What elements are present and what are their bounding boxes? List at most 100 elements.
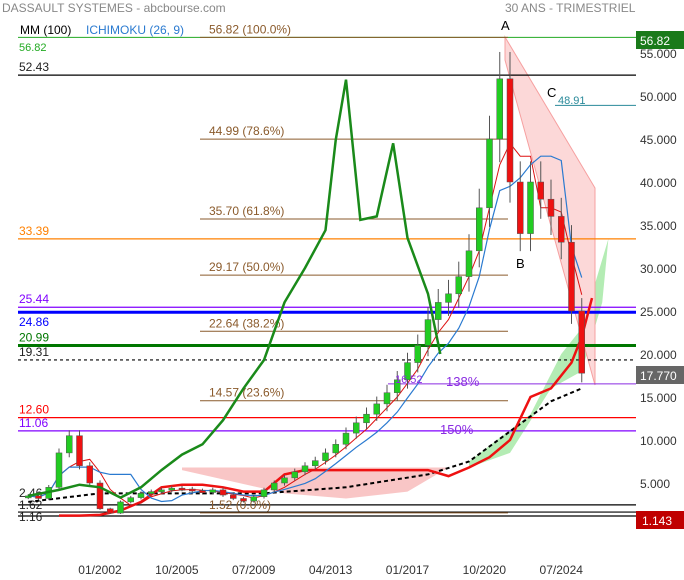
svg-text:1.143: 1.143: [642, 514, 672, 528]
x-tick-label: 01/2017: [386, 563, 430, 577]
ichimoku-senkou-line: [59, 297, 594, 517]
level-label-25.44: 25.44: [19, 292, 49, 306]
candle: [55, 452, 63, 488]
top-level-label: 56.82: [19, 42, 47, 54]
candle: [496, 78, 503, 140]
candle: [240, 498, 247, 502]
y-tick-label: 45.000: [640, 133, 677, 147]
y-tick-label: 30.000: [640, 262, 677, 276]
x-tick-label: 07/2009: [232, 563, 276, 577]
level-label-33.39: 33.39: [19, 224, 49, 238]
candle: [199, 490, 206, 493]
y-tick-label: 20.000: [640, 348, 677, 362]
candle: [312, 460, 319, 467]
ichimoku-cloud-red: [182, 467, 449, 499]
candle: [291, 471, 298, 479]
candle: [363, 413, 370, 424]
fib-label-2: 35.70 (61.8%): [209, 204, 284, 218]
level-label-24.86: 24.86: [19, 315, 49, 329]
point-a-label: A: [501, 18, 510, 33]
candle: [353, 422, 360, 434]
y-tick-label: 40.000: [640, 176, 677, 190]
svg-text:17.770: 17.770: [640, 369, 677, 383]
candle: [527, 181, 534, 234]
candle: [148, 491, 155, 494]
candle: [271, 482, 278, 491]
candle: [158, 489, 165, 493]
candle: [137, 493, 145, 498]
badge-high: 56.82: [636, 31, 684, 49]
y-tick-label: 25.000: [640, 305, 677, 319]
fib-label-1: 44.99 (78.6%): [209, 124, 284, 138]
fib-label-6: 1.52 (0.0%): [209, 498, 271, 512]
extension-138-label: 138%: [446, 374, 480, 389]
candle: [332, 444, 339, 454]
candle: [414, 345, 421, 363]
candle: [455, 276, 462, 295]
candle: [383, 392, 391, 405]
candle: [66, 435, 73, 454]
candle: [86, 465, 93, 484]
fib-label-5: 14.57 (23.6%): [209, 386, 284, 400]
candle: [168, 487, 175, 491]
y-tick-label: 35.000: [640, 219, 677, 233]
badge-last: 17.770: [636, 366, 684, 384]
point-b-label: B: [516, 256, 525, 271]
candle: [578, 310, 585, 374]
candle: [394, 379, 401, 393]
candle: [342, 432, 350, 445]
candle: [404, 362, 411, 381]
candle: [568, 241, 575, 312]
candle: [127, 497, 134, 503]
candle: [219, 489, 227, 496]
candle: [230, 494, 237, 499]
chart-title: DASSAULT SYSTEMES - abcbourse.com: [2, 1, 226, 15]
candle: [209, 489, 216, 493]
period-label: 30 ANS - TRIMESTRIEL: [505, 1, 636, 15]
legend-ichimoku: ICHIMOKU (26, 9): [86, 23, 184, 37]
point-c-label: C: [547, 85, 556, 100]
x-tick-label: 01/2002: [78, 563, 122, 577]
candle: [424, 319, 432, 346]
candle: [465, 250, 473, 277]
candle: [373, 403, 380, 415]
candle: [281, 477, 288, 484]
level-label-12.60: 12.60: [19, 403, 49, 417]
candle: [537, 181, 544, 200]
level-label-1.16: 1.16: [19, 510, 43, 524]
candle: [117, 501, 124, 514]
y-tick-label: 5.000: [640, 477, 670, 491]
level-label-52.43: 52.43: [19, 60, 49, 74]
candle: [322, 452, 329, 461]
extension-150-label: 150%: [440, 422, 474, 437]
y-tick-label: 10.000: [640, 434, 677, 448]
legend-mm: MM (100): [20, 23, 71, 37]
candle: [301, 465, 309, 473]
fib-label-3: 29.17 (50.0%): [209, 260, 284, 274]
candle: [35, 495, 42, 499]
x-tick-label: 07/2024: [540, 563, 584, 577]
candle: [517, 181, 524, 234]
candle: [76, 435, 83, 467]
candle: [260, 489, 268, 498]
candle: [189, 488, 196, 492]
candle: [558, 216, 565, 243]
candle: [547, 198, 555, 217]
candle: [107, 508, 114, 514]
badge-low: 1.143: [636, 511, 684, 529]
candle: [435, 302, 442, 320]
candle: [486, 138, 493, 209]
level-label-20.99: 20.99: [19, 330, 49, 344]
candle: [506, 78, 514, 183]
y-tick-label: 55.000: [640, 47, 677, 61]
candle: [445, 293, 452, 303]
candle: [250, 496, 257, 502]
candle: [96, 482, 104, 510]
candle: [178, 487, 186, 491]
y-tick-label: 15.000: [640, 391, 677, 405]
y-tick-label: 50.000: [640, 90, 677, 104]
extension-16-52-label: 16.52: [395, 374, 423, 386]
level-label-19.31: 19.31: [19, 345, 49, 359]
